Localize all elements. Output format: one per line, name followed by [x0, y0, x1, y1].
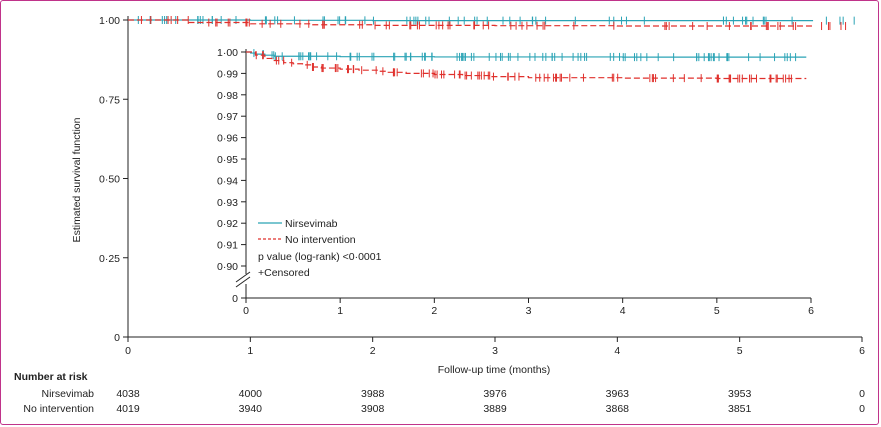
main-nirsevimab-line — [128, 19, 814, 22]
main-y-tick-label: 0 — [114, 332, 120, 344]
inset-y-tick-label: 0·96 — [217, 133, 238, 145]
main-x-tick-label: 1 — [247, 345, 253, 357]
main-x-tick-label: 4 — [614, 345, 620, 357]
main-x-tick-label: 5 — [737, 345, 743, 357]
inset-x-tick-label: 2 — [431, 305, 437, 317]
legend-label: No intervention — [285, 234, 356, 246]
risk-cell: 3963 — [605, 388, 630, 400]
y-axis-label: Estimated survival function — [71, 117, 83, 242]
main-y-tick-label: 0·75 — [99, 94, 120, 106]
risk-cell: 3868 — [605, 403, 630, 415]
risk-cell: 3889 — [483, 403, 507, 415]
risk-cell: 0 — [859, 403, 865, 415]
x-axis-label: Follow-up time (months) — [438, 364, 551, 376]
risk-cell: 4038 — [116, 388, 140, 400]
main-y-tick-label: 0·25 — [99, 253, 120, 265]
risk-cell: 3976 — [483, 388, 507, 400]
main-axes: 0 0·25 0·50 0·75 1·00 0 1 2 3 4 5 6 — [99, 15, 865, 357]
main-x-tick-label: 2 — [370, 345, 376, 357]
axis-break-mark — [235, 271, 251, 283]
inset-x-tick-label: 4 — [620, 305, 626, 317]
main-x-tick-label: 3 — [492, 345, 498, 357]
risk-row-label: Nirsevimab — [41, 388, 94, 400]
inset-y-tick-label: 0·90 — [217, 261, 238, 273]
inset-y-tick-label: 0·95 — [217, 154, 238, 166]
risk-cell: 3940 — [238, 403, 263, 415]
inset-y-tick-label: 0·92 — [217, 218, 238, 230]
main-x-tick-label: 0 — [125, 345, 131, 357]
main-y-tick-label: 0·50 — [99, 174, 120, 186]
inset-y-tick-label: 0·99 — [217, 68, 238, 80]
main-x-tick-label: 6 — [859, 345, 865, 357]
inset-y-tick-label: 1·00 — [217, 47, 238, 59]
risk-cell: 3953 — [727, 388, 752, 400]
inset-y-tick-label: 0·94 — [217, 175, 238, 187]
inset-y-tick-label: 0·93 — [217, 197, 238, 209]
risk-cell: 3988 — [360, 388, 385, 400]
inset-x-tick-label: 1 — [337, 305, 343, 317]
inset-x-tick-label: 0 — [243, 305, 249, 317]
risk-table-title: Number at risk — [14, 371, 88, 383]
risk-cell: 3851 — [727, 403, 752, 415]
inset-x-tick-label: 5 — [714, 305, 720, 317]
censored-note: +Censored — [258, 267, 310, 279]
pvalue-text: p value (log-rank) <0·0001 — [258, 251, 382, 263]
inset-y-tick-label: 0·97 — [217, 111, 238, 123]
inset-y-tick-label: 0·91 — [217, 240, 238, 252]
risk-cell: 3908 — [360, 403, 385, 415]
risk-cell: 4000 — [238, 388, 263, 400]
axis-break-mark — [235, 276, 251, 288]
inset-x-tick-label: 3 — [526, 305, 532, 317]
inset-nirsevimab-line — [246, 51, 807, 58]
main-y-tick-label: 1·00 — [99, 15, 120, 27]
inset-legend: Nirsevimab No intervention p value (log-ra… — [258, 218, 382, 279]
risk-row-label: No intervention — [23, 403, 94, 415]
main-no-intervention-line — [128, 19, 814, 27]
inset-x-tick-label: 6 — [808, 305, 814, 317]
legend-label: Nirsevimab — [285, 218, 338, 230]
inset-series — [246, 49, 807, 83]
inset-y-tick-label: 0 — [232, 293, 238, 305]
risk-cell: 4019 — [116, 403, 140, 415]
main-series — [128, 16, 855, 31]
risk-cell: 0 — [859, 388, 865, 400]
inset-axes: 1·00 0·99 0·98 0·97 0·96 0·95 0·94 0·93 0·92 0·91… — [217, 47, 814, 317]
inset-y-tick-label: 0·98 — [217, 90, 238, 102]
